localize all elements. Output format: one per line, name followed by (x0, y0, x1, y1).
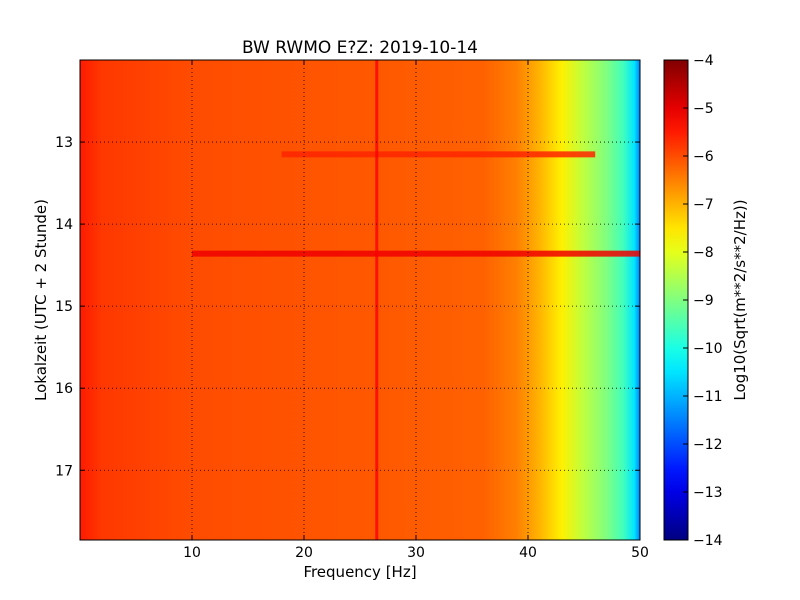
y-tick-label: 14 (55, 217, 73, 233)
colorbar-tick-label: −14 (693, 533, 723, 549)
x-tick-label: 20 (295, 545, 313, 561)
colorbar-tick-label: −13 (693, 485, 723, 501)
x-axis-ticks: 10 20 30 40 50 (183, 60, 649, 561)
x-tick-label: 50 (631, 545, 649, 561)
heatmap-background (80, 60, 640, 540)
plot-frame (79, 59, 641, 541)
plot-area: 10 20 30 40 50 13 14 15 16 17 (55, 59, 649, 561)
y-axis-ticks: 13 14 15 16 17 (55, 135, 640, 479)
y-tick-label: 17 (55, 463, 73, 479)
y-tick-label: 15 (55, 299, 73, 315)
heatmap-features (192, 60, 640, 540)
horizontal-band-0 (192, 250, 640, 257)
colorbar-tick-label: −12 (693, 437, 723, 453)
colorbar-tick-label: −10 (693, 341, 723, 357)
colorbar-tick-label: −11 (693, 389, 723, 405)
y-axis-label: Lokalzeit (UTC + 2 Stunde) (32, 199, 50, 401)
horizontal-band-1 (281, 151, 596, 158)
x-tick-label: 30 (407, 545, 425, 561)
y-tick-label: 13 (55, 135, 73, 151)
colorbar-tick-label: −7 (693, 197, 714, 213)
colorbar: −4 −5 −6 −7 −8 −9 −10 −11 −12 −13 −14 (663, 53, 723, 549)
colorbar-tick-label: −8 (693, 245, 714, 261)
chart-title: BW RWMO E?Z: 2019-10-14 (242, 38, 478, 58)
colorbar-tick-label: −4 (693, 53, 714, 69)
colorbar-tick-label: −5 (693, 101, 714, 117)
colorbar-tick-label: −9 (693, 293, 714, 309)
colorbar-label: Log10(Sqrt(m**2/s**2/Hz)) (731, 199, 749, 400)
colorbar-ticks: −4 −5 −6 −7 −8 −9 −10 −11 −12 −13 −14 (683, 53, 723, 549)
colorbar-tick-label: −6 (693, 149, 714, 165)
vertical-line-2 (375, 60, 379, 540)
x-tick-label: 10 (183, 545, 201, 561)
grid-lines (80, 60, 640, 540)
x-tick-label: 40 (519, 545, 537, 561)
x-axis-label: Frequency [Hz] (303, 563, 416, 581)
y-tick-label: 16 (55, 381, 73, 397)
